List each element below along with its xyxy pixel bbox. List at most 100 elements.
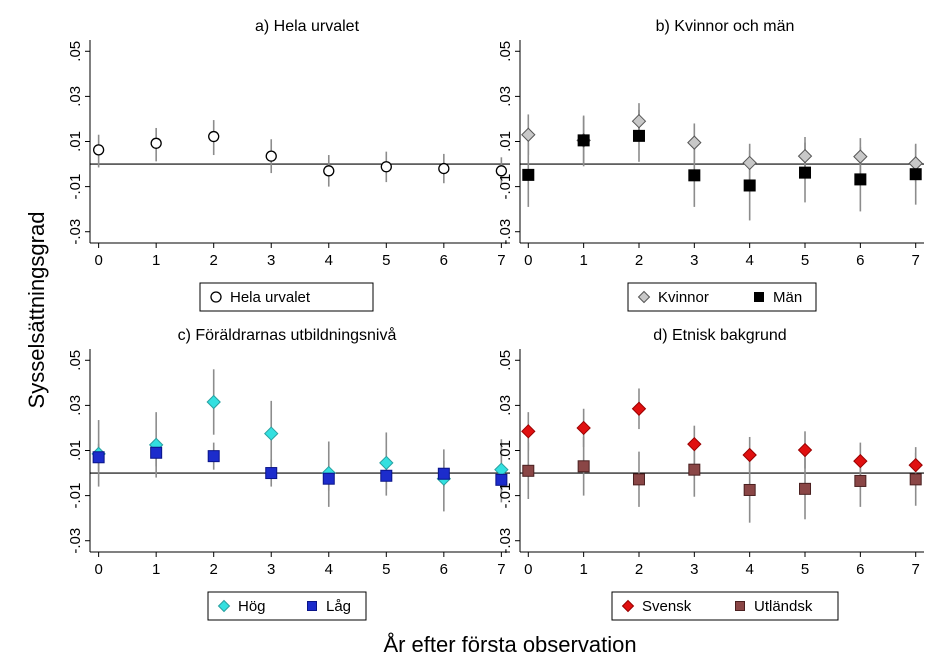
legend-label: Män [773, 289, 802, 306]
x-tick-label: 7 [497, 561, 505, 578]
y-tick-label: .03 [67, 395, 84, 416]
data-point [688, 463, 701, 476]
data-point [687, 436, 702, 452]
data-point [92, 451, 105, 464]
y-tick-label: .05 [497, 350, 514, 371]
x-tick-label: 5 [801, 561, 809, 578]
data-point [688, 169, 701, 182]
x-tick-label: 1 [152, 252, 160, 269]
legend: Svensk Utländsk [611, 591, 839, 621]
legend-marker [735, 601, 745, 611]
legend: Kvinnor Män [627, 282, 817, 312]
legend-label: Kvinnor [658, 289, 709, 306]
legend-marker [217, 599, 231, 613]
y-tick-label: -.01 [67, 483, 84, 509]
legend-marker [210, 291, 222, 303]
y-tick-label: .03 [497, 86, 514, 107]
legend-marker [637, 290, 651, 304]
data-point [438, 162, 450, 175]
data-point [797, 442, 813, 458]
legend-frame [611, 591, 839, 621]
data-point [521, 424, 536, 439]
data-point [631, 113, 647, 129]
x-tick-label: 0 [524, 252, 532, 269]
panel-d: .05 .03 .01 -.01 -.03 0 1 2 3 4 5 6 7 Svensk Utländsk [497, 349, 924, 621]
y-tick-label: -.01 [497, 174, 514, 200]
y-tick-label: .01 [497, 131, 514, 152]
y-tick-label: .03 [497, 395, 514, 416]
x-tick-label: 3 [690, 252, 698, 269]
data-point [743, 483, 756, 496]
x-tick-label: 0 [94, 252, 102, 269]
legend-label: Svensk [642, 598, 692, 615]
x-tick-label: 2 [635, 252, 643, 269]
legend-label: Låg [326, 598, 351, 615]
legend-marker [754, 292, 764, 302]
data-point [797, 148, 813, 164]
legend-marker [307, 601, 317, 611]
x-tick-label: 0 [94, 561, 102, 578]
data-point [853, 453, 868, 469]
data-point [437, 467, 450, 480]
data-point [265, 467, 278, 480]
legend: Hela urvalet [199, 282, 374, 312]
data-point [322, 472, 335, 485]
data-point [522, 464, 535, 477]
y-tick-label: -.03 [497, 528, 514, 554]
x-tick-label: 4 [745, 561, 753, 578]
y-tick-label: -.01 [497, 483, 514, 509]
data-point [577, 460, 590, 473]
y-tick-label: .01 [497, 440, 514, 461]
legend-frame [627, 282, 817, 312]
data-point [853, 149, 868, 164]
data-point [92, 144, 105, 156]
panel-c-title: c) Föräldrarnas utbildningsnivå [178, 326, 397, 344]
data-point [323, 165, 335, 177]
data-point [742, 447, 757, 463]
x-tick-label: 3 [690, 561, 698, 578]
y-tick-label: -.01 [67, 174, 84, 200]
data-point [150, 446, 163, 459]
data-point [495, 165, 508, 177]
data-point [632, 129, 645, 142]
data-point [799, 166, 812, 179]
data-point [854, 474, 867, 487]
x-tick-label: 7 [912, 561, 920, 578]
y-tick-label: .01 [67, 440, 84, 461]
data-point [206, 394, 221, 410]
x-tick-label: 5 [382, 561, 390, 578]
y-tick-label: -.03 [497, 219, 514, 245]
x-tick-label: 3 [267, 561, 275, 578]
y-axis-label: Sysselsättningsgrad [24, 212, 49, 409]
data-point [577, 134, 590, 147]
x-tick-label: 2 [210, 252, 218, 269]
data-point [909, 168, 922, 181]
panel-b: .05 .03 .01 -.01 -.03 0 1 2 3 4 5 6 7 Kvinnor Män [497, 40, 924, 312]
data-point [742, 155, 757, 171]
legend: Hög Låg [207, 591, 367, 621]
y-tick-label: -.03 [67, 219, 84, 245]
x-tick-label: 0 [524, 561, 532, 578]
x-tick-label: 6 [440, 561, 448, 578]
legend-frame [199, 282, 374, 312]
data-point [687, 135, 702, 150]
x-tick-label: 4 [745, 252, 753, 269]
data-point [264, 426, 279, 441]
data-point [207, 450, 220, 463]
y-tick-label: .03 [67, 86, 84, 107]
y-tick-label: -.03 [67, 528, 84, 554]
data-point [265, 150, 277, 162]
data-point [522, 168, 535, 181]
x-tick-label: 7 [497, 252, 505, 269]
y-tick-label: .05 [67, 350, 84, 371]
data-point [576, 420, 591, 436]
data-point [854, 173, 867, 186]
data-point [799, 482, 812, 495]
legend-frame [207, 591, 367, 621]
x-tick-label: 6 [440, 252, 448, 269]
legend-label: Hela urvalet [230, 289, 311, 306]
x-tick-label: 1 [579, 252, 587, 269]
x-axis-label: År efter första observation [383, 632, 636, 657]
panel-a-title: a) Hela urvalet [255, 18, 360, 35]
